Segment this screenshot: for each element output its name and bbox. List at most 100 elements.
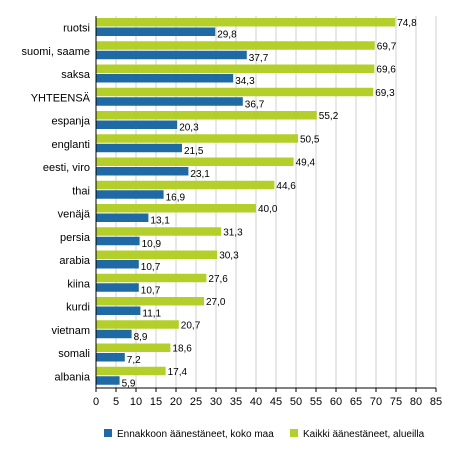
value-label-kaikki: 30,3 (219, 251, 239, 262)
category-label: espanja (51, 116, 90, 128)
value-label-ennakko: 10,7 (141, 262, 161, 273)
value-label-kaikki: 27,0 (206, 297, 226, 308)
bar-kaikki-7 (96, 180, 275, 190)
category-label: englanti (51, 139, 90, 151)
bar-ennakko-0 (96, 27, 216, 36)
value-label-ennakko: 16,9 (166, 192, 186, 203)
category-label: arabia (59, 255, 90, 267)
value-label-kaikki: 18,6 (172, 344, 192, 355)
value-label-kaikki: 40,0 (258, 204, 278, 215)
bar-kaikki-9 (96, 227, 222, 236)
category-label: YHTEENSÄ (31, 92, 91, 104)
bar-ennakko-10 (96, 260, 139, 269)
x-tick-label: 60 (330, 396, 342, 408)
x-axis: 0 5 10 15 20 25 30 35 40 45 50 55 60 65 70 75 80 85 (93, 16, 442, 408)
category-label: kiina (67, 278, 91, 290)
value-label-ennakko: 21,5 (184, 146, 204, 157)
bar-ennakko-3 (96, 97, 243, 106)
x-tick-label: 85 (430, 396, 442, 408)
x-tick-label: 10 (130, 396, 142, 408)
category-label: albania (55, 371, 91, 383)
value-label-ennakko: 10,9 (142, 239, 162, 250)
category-label: thai (72, 185, 90, 197)
value-label-ennakko: 20,3 (179, 123, 199, 134)
value-label-ennakko: 37,7 (249, 53, 269, 64)
bar-ennakko-5 (96, 143, 182, 153)
x-tick-label: 75 (390, 396, 402, 408)
bar-kaikki-5 (96, 134, 298, 143)
category-label: venäjä (58, 209, 91, 221)
value-label-ennakko: 34,3 (235, 76, 255, 87)
value-labels: 74,8 29,8 69,7 37,7 69,6 34,3 69,3 36,7 55,2 20,3… (122, 18, 418, 389)
x-tick-label: 65 (350, 396, 362, 408)
bar-kaikki-12 (96, 297, 204, 306)
category-label: vietnam (51, 325, 90, 337)
value-label-ennakko: 10,7 (141, 285, 161, 296)
category-labels: ruotsi suomi, saame saksa YHTEENSÄ espanja en… (22, 23, 91, 384)
value-label-ennakko: 7,2 (127, 355, 141, 366)
value-label-kaikki: 31,3 (223, 227, 243, 238)
value-label-ennakko: 11,1 (142, 309, 161, 320)
category-label: suomi, saame (22, 46, 90, 58)
bar-kaikki-0 (96, 18, 396, 27)
bar-kaikki-1 (96, 41, 375, 50)
bars (96, 18, 396, 385)
x-tick-label: 5 (113, 396, 119, 408)
bar-kaikki-3 (96, 87, 374, 97)
value-label-kaikki: 69,7 (377, 41, 397, 52)
category-label: persia (60, 232, 91, 244)
x-tick-label: 80 (410, 396, 422, 408)
x-tick-label: 0 (93, 396, 99, 408)
value-label-kaikki: 17,4 (168, 367, 188, 378)
x-tick-label: 70 (370, 396, 382, 408)
x-tick-label: 50 (290, 396, 302, 408)
bar-kaikki-13 (96, 320, 179, 329)
value-label-ennakko: 8,9 (134, 332, 148, 343)
bar-ennakko-7 (96, 190, 164, 199)
value-label-kaikki: 74,8 (397, 18, 417, 29)
bar-kaikki-4 (96, 111, 317, 120)
value-label-kaikki: 49,4 (296, 158, 316, 169)
value-label-kaikki: 55,2 (319, 111, 339, 122)
bar-ennakko-11 (96, 283, 139, 292)
value-label-ennakko: 13,1 (150, 216, 170, 227)
category-label: saksa (61, 69, 91, 81)
bar-kaikki-14 (96, 343, 171, 352)
bar-ennakko-9 (96, 236, 140, 246)
value-label-ennakko: 5,9 (122, 378, 136, 389)
value-label-ennakko: 36,7 (245, 99, 265, 110)
bar-kaikki-2 (96, 64, 375, 73)
bar-ennakko-2 (96, 74, 234, 83)
value-label-kaikki: 69,3 (375, 88, 395, 99)
bar-kaikki-11 (96, 273, 207, 283)
legend-label: Ennakkoon äänestäneet, koko maa (117, 429, 274, 440)
bar-ennakko-14 (96, 353, 125, 362)
bar-kaikki-10 (96, 250, 218, 259)
bar-ennakko-4 (96, 120, 178, 129)
value-label-kaikki: 50,5 (300, 134, 320, 145)
bar-ennakko-12 (96, 306, 141, 315)
bar-kaikki-6 (96, 157, 294, 166)
x-tick-label: 45 (270, 396, 282, 408)
x-tick-label: 55 (310, 396, 322, 408)
category-label: eesti, viro (43, 162, 90, 174)
value-label-kaikki: 44,6 (276, 181, 296, 192)
x-tick-label: 15 (150, 396, 162, 408)
category-label: ruotsi (63, 23, 90, 35)
x-tick-label: 30 (210, 396, 222, 408)
category-label: kurdi (66, 302, 90, 314)
bar-ennakko-6 (96, 167, 189, 176)
legend-label: Kaikki äänestäneet, alueilla (303, 429, 425, 440)
category-label: somali (58, 348, 90, 360)
value-label-kaikki: 27,6 (208, 274, 228, 285)
value-label-ennakko: 23,1 (190, 169, 210, 180)
bar-kaikki-8 (96, 204, 256, 213)
x-tick-label: 40 (250, 396, 262, 408)
x-tick-label: 25 (190, 396, 202, 408)
bar-ennakko-8 (96, 213, 149, 222)
x-tick-label: 20 (170, 396, 182, 408)
x-tick-label: 35 (230, 396, 242, 408)
bar-ennakko-1 (96, 50, 247, 60)
legend-swatch (104, 429, 112, 437)
